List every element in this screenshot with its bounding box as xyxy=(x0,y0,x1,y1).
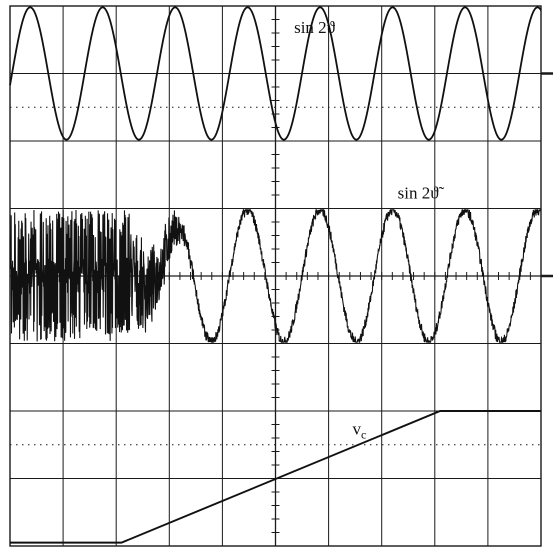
trace-vc xyxy=(10,410,541,544)
trace-label-subscript: c xyxy=(361,428,366,442)
trace-labels: sin 2ϑ sin 2ϑ̃ vc xyxy=(294,18,445,442)
trace-label-0: sin 2ϑ xyxy=(294,18,336,37)
trace-sin-2theta xyxy=(9,6,542,141)
trace-sin-2theta-estimated xyxy=(9,207,542,343)
traces xyxy=(9,6,542,544)
trace-label-2: vc xyxy=(352,420,366,442)
trace-label-1: sin 2ϑ̃ xyxy=(398,183,445,202)
